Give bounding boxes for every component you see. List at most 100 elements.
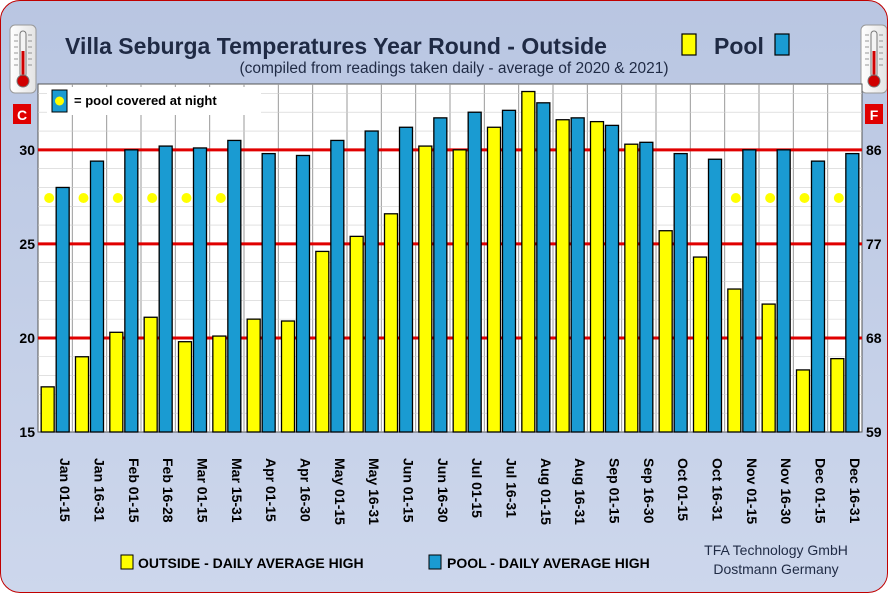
celsius-badge xyxy=(13,104,31,124)
outside-bar xyxy=(830,357,845,433)
credit-line-2: Dostmann Germany xyxy=(713,561,838,577)
fahrenheit-label: F xyxy=(870,107,879,123)
outside-bar xyxy=(177,341,193,433)
x-tick-label: Jun 16-30 xyxy=(435,458,451,523)
pool-bar xyxy=(330,139,345,433)
outside-bar xyxy=(692,256,708,433)
bar-series xyxy=(40,90,860,433)
x-tick-label: Oct 16-31 xyxy=(710,458,726,521)
x-tick-label: Jan 01-15 xyxy=(57,458,73,522)
outside-bar xyxy=(212,335,227,433)
pool-covered-marker-icon xyxy=(147,193,158,203)
pool-bar xyxy=(433,117,448,433)
pool-covered-marker-icon xyxy=(181,193,192,203)
pool-bar xyxy=(261,152,276,433)
y-tick-label-fahrenheit: 77 xyxy=(866,236,882,252)
outside-bar xyxy=(795,369,811,433)
pool-bar xyxy=(604,124,620,433)
x-tick-label: Mar 15-31 xyxy=(229,458,245,523)
y-tick-label-celsius: 20 xyxy=(19,330,35,346)
outside-bar xyxy=(589,120,605,433)
title-pool-swatch xyxy=(774,33,790,56)
chart-subtitle: (compiled from readings taken daily - av… xyxy=(239,60,668,77)
pool-covered-marker-icon xyxy=(833,193,844,203)
outside-bar xyxy=(452,149,467,433)
pool-bar xyxy=(501,109,517,433)
outside-bar xyxy=(761,303,776,433)
outside-bar xyxy=(486,126,502,433)
x-tick-label: Aug 16-31 xyxy=(572,458,588,525)
pool-covered-marker-icon xyxy=(44,193,55,203)
x-tick-label: Sep 01-15 xyxy=(607,458,623,524)
pool-bar xyxy=(639,141,654,433)
axis-ticks: 15 59 20 68 25 77 30 86 Jan 01-15 Jan 16-31 Feb 01… xyxy=(19,142,881,525)
pool-bar xyxy=(89,160,105,433)
legend-pool-swatch xyxy=(428,554,442,570)
pool-bar xyxy=(776,149,791,433)
outside-bar xyxy=(555,119,570,433)
pool-covered-marker-icon xyxy=(799,193,810,203)
outside-bar xyxy=(280,320,296,433)
pool-covered-marker-icon xyxy=(78,193,89,203)
x-tick-label: Feb 16-28 xyxy=(160,458,176,523)
pool-covered-marker-icon xyxy=(765,193,776,203)
fahrenheit-badge xyxy=(865,104,883,124)
pool-bar xyxy=(467,111,482,433)
legend-outside-swatch xyxy=(120,554,134,570)
pool-bar xyxy=(845,152,860,433)
pool-bar xyxy=(158,145,173,433)
pool-bar xyxy=(742,149,757,433)
legend-note-dot-icon xyxy=(55,96,64,106)
outside-bar xyxy=(521,90,536,433)
pool-bar xyxy=(570,117,585,433)
pool-bar xyxy=(398,126,414,433)
pool-covered-marker-icon xyxy=(215,193,226,203)
pool-covered-legend: = pool covered at night xyxy=(47,87,261,115)
outside-bar xyxy=(383,213,399,433)
pool-bar xyxy=(55,186,70,433)
x-tick-label: Dec 01-15 xyxy=(813,458,829,524)
outside-bar xyxy=(315,250,330,433)
chart-title: Villa Seburga Temperatures Year Round - … xyxy=(65,33,607,59)
outside-bar xyxy=(349,235,364,433)
credit-line-1: TFA Technology GmbH xyxy=(704,542,848,558)
pool-bar xyxy=(536,102,551,433)
legend-note-box xyxy=(47,87,261,115)
x-tick-label: Nov 01-15 xyxy=(744,458,760,524)
outside-bar xyxy=(624,143,639,433)
x-tick-label: May 01-15 xyxy=(332,458,348,525)
x-tick-label: Jun 01-15 xyxy=(401,458,417,523)
thermometer-right-icon xyxy=(860,24,887,94)
x-tick-label: Aug 01-15 xyxy=(538,458,554,525)
title-outside-swatch xyxy=(681,33,697,56)
x-tick-label: Mar 01-15 xyxy=(195,458,211,523)
y-tick-label-fahrenheit: 86 xyxy=(866,142,882,158)
x-tick-label: Feb 01-15 xyxy=(126,458,142,523)
x-tick-label: Sep 16-30 xyxy=(641,458,657,524)
x-tick-label: Jul 01-15 xyxy=(469,458,485,518)
y-tick-label-celsius: 30 xyxy=(19,142,35,158)
pool-bar xyxy=(364,130,379,433)
x-tick-label: Jul 16-31 xyxy=(504,458,520,518)
pool-bar xyxy=(673,152,688,433)
x-tick-label: May 16-31 xyxy=(366,458,382,525)
x-tick-label: Jan 16-31 xyxy=(92,458,108,522)
pool-bar xyxy=(227,139,242,433)
outside-bar xyxy=(418,145,433,433)
x-tick-label: Dec 16-31 xyxy=(847,458,863,524)
outside-bar xyxy=(658,230,673,433)
pool-bar xyxy=(192,147,208,433)
outside-bar xyxy=(40,386,55,433)
celsius-label: C xyxy=(17,107,27,123)
outside-bar xyxy=(74,356,90,433)
pool-covered-marker-icon xyxy=(112,193,123,203)
x-tick-label: Nov 16-30 xyxy=(778,458,794,524)
legend-note-text: = pool covered at night xyxy=(74,93,217,108)
pool-bar xyxy=(124,149,139,433)
x-tick-label: Apr 01-15 xyxy=(263,458,279,522)
x-tick-label: Oct 01-15 xyxy=(675,458,691,521)
pool-covered-marker-icon xyxy=(730,193,741,203)
outside-bar xyxy=(246,318,261,433)
